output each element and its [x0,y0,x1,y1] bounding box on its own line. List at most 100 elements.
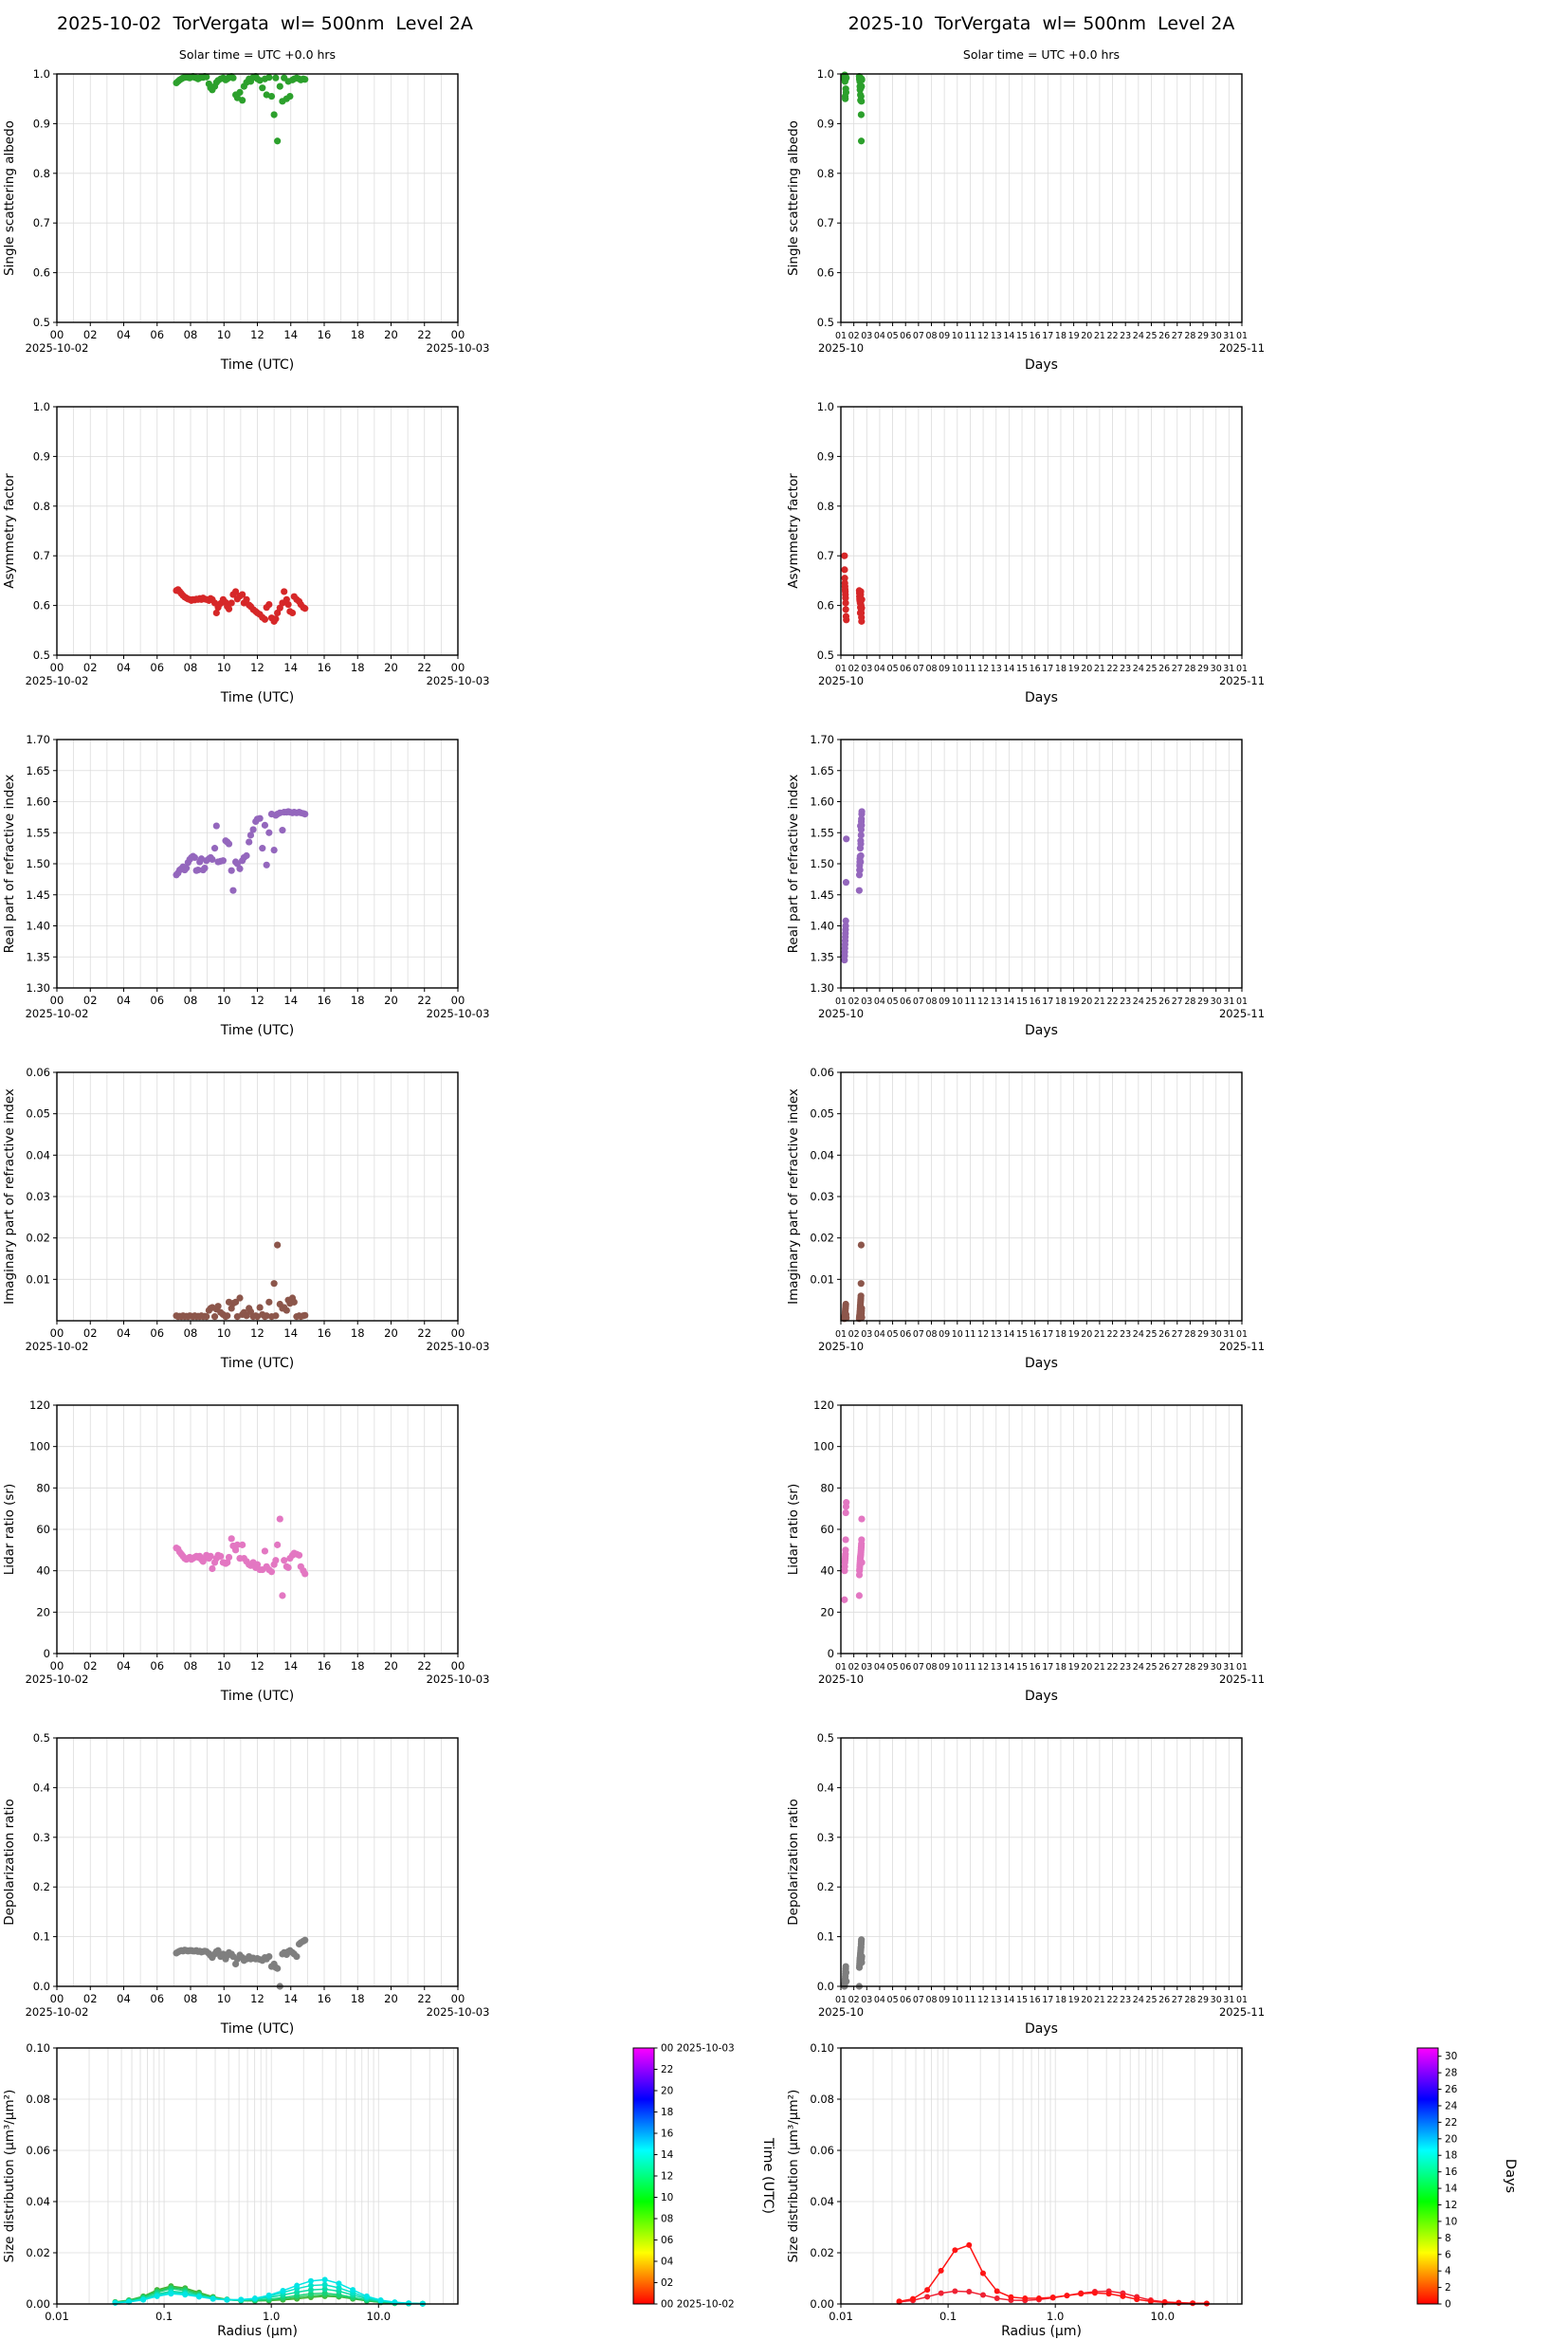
svg-text:1.35: 1.35 [810,950,834,963]
svg-text:03: 03 [861,1662,872,1673]
svg-text:1.55: 1.55 [810,826,834,839]
svg-text:10: 10 [217,1326,231,1340]
svg-text:01: 01 [835,1995,847,2005]
svg-text:14: 14 [1003,1329,1014,1340]
svg-text:0.9: 0.9 [33,117,50,130]
svg-text:04: 04 [874,1329,885,1340]
svg-text:2025-10-03: 2025-10-03 [427,1673,490,1686]
svg-text:31: 31 [1223,664,1234,674]
svg-text:Lidar ratio (sr): Lidar ratio (sr) [2,1484,17,1576]
svg-text:0.5: 0.5 [33,649,50,662]
svg-text:11: 11 [964,996,975,1007]
svg-text:1.60: 1.60 [810,795,834,809]
svg-text:2025-11: 2025-11 [1219,341,1265,355]
svg-text:01: 01 [1236,1995,1248,2005]
svg-text:24: 24 [1133,996,1144,1007]
svg-text:25: 25 [1145,1329,1157,1340]
svg-text:20: 20 [384,1326,398,1340]
svg-text:2025-11: 2025-11 [1219,1340,1265,1353]
svg-text:20: 20 [820,1605,834,1618]
svg-text:2025-11: 2025-11 [1219,674,1265,687]
svg-text:03: 03 [861,664,872,674]
svg-text:07: 07 [913,1995,924,2005]
svg-text:0.05: 0.05 [26,1107,50,1121]
svg-text:01: 01 [835,331,847,341]
svg-text:Days: Days [1025,1356,1058,1371]
svg-text:11: 11 [964,664,975,674]
svg-text:29: 29 [1197,1995,1209,2005]
svg-text:20: 20 [384,328,398,341]
svg-text:12: 12 [250,994,264,1007]
svg-text:07: 07 [913,1329,924,1340]
svg-text:0.5: 0.5 [817,649,834,662]
svg-text:0.10: 0.10 [810,2041,834,2055]
svg-text:25: 25 [1145,664,1157,674]
svg-text:10: 10 [217,1659,231,1673]
svg-text:16: 16 [318,661,332,674]
svg-text:00: 00 [451,1659,465,1673]
svg-text:04: 04 [117,1659,131,1673]
svg-text:02: 02 [83,1992,98,2005]
svg-text:16: 16 [1030,996,1041,1007]
svg-text:0.2: 0.2 [817,1880,834,1893]
svg-text:10: 10 [952,996,963,1007]
svg-text:26: 26 [1158,331,1170,341]
svg-text:04: 04 [117,328,131,341]
svg-text:0.04: 0.04 [810,2195,834,2208]
svg-text:00: 00 [50,1659,64,1673]
svg-text:30: 30 [1445,2051,1457,2062]
svg-text:2025-10: 2025-10 [818,1340,864,1353]
svg-text:0.5: 0.5 [33,1731,50,1745]
svg-text:14: 14 [1445,2184,1458,2195]
svg-text:03: 03 [861,1995,872,2005]
svg-text:Time (UTC): Time (UTC) [220,2021,294,2037]
svg-text:Days: Days [1025,1023,1058,1038]
svg-text:00: 00 [451,328,465,341]
svg-text:03: 03 [861,1329,872,1340]
svg-text:0.6: 0.6 [817,599,834,612]
svg-text:22: 22 [1107,996,1119,1007]
svg-text:18: 18 [1055,1995,1067,2005]
svg-text:06: 06 [150,328,164,341]
svg-text:06: 06 [150,1659,164,1673]
svg-text:22: 22 [1445,2117,1457,2129]
svg-text:1.65: 1.65 [26,764,50,777]
svg-text:19: 19 [1068,996,1080,1007]
svg-text:08: 08 [184,661,198,674]
svg-text:0.01: 0.01 [26,1272,50,1286]
svg-text:20: 20 [1081,996,1092,1007]
svg-text:14: 14 [1003,331,1014,341]
svg-text:06: 06 [900,1662,911,1673]
svg-text:1.65: 1.65 [810,764,834,777]
svg-text:29: 29 [1197,1329,1209,1340]
svg-text:08: 08 [661,2214,673,2225]
svg-text:26: 26 [1445,2084,1458,2095]
svg-text:10: 10 [217,328,231,341]
svg-text:22: 22 [417,1992,431,2005]
svg-text:13: 13 [991,1662,1002,1673]
svg-text:05: 05 [887,664,899,674]
svg-text:0.3: 0.3 [33,1831,50,1844]
svg-text:12: 12 [977,664,989,674]
svg-text:05: 05 [887,331,899,341]
svg-text:1.30: 1.30 [810,981,834,995]
svg-text:13: 13 [991,664,1002,674]
svg-text:16: 16 [1030,1329,1041,1340]
svg-text:1.30: 1.30 [26,981,50,995]
svg-text:14: 14 [661,2149,674,2161]
svg-text:28: 28 [1184,664,1195,674]
svg-text:00: 00 [50,328,64,341]
svg-text:21: 21 [1094,1995,1105,2005]
svg-text:2025-10: 2025-10 [818,1007,864,1020]
svg-text:0.04: 0.04 [26,2195,50,2208]
svg-text:20: 20 [1081,664,1092,674]
svg-text:0.7: 0.7 [33,216,50,229]
svg-text:27: 27 [1172,1329,1183,1340]
svg-text:00: 00 [451,1326,465,1340]
svg-text:Size distribution (µm³/µm²): Size distribution (µm³/µm²) [2,2090,17,2263]
svg-text:11: 11 [964,1662,975,1673]
svg-text:14: 14 [1003,664,1014,674]
svg-text:1.0: 1.0 [817,67,834,81]
svg-text:12: 12 [250,1992,264,2005]
svg-text:Days: Days [1503,2159,1518,2193]
